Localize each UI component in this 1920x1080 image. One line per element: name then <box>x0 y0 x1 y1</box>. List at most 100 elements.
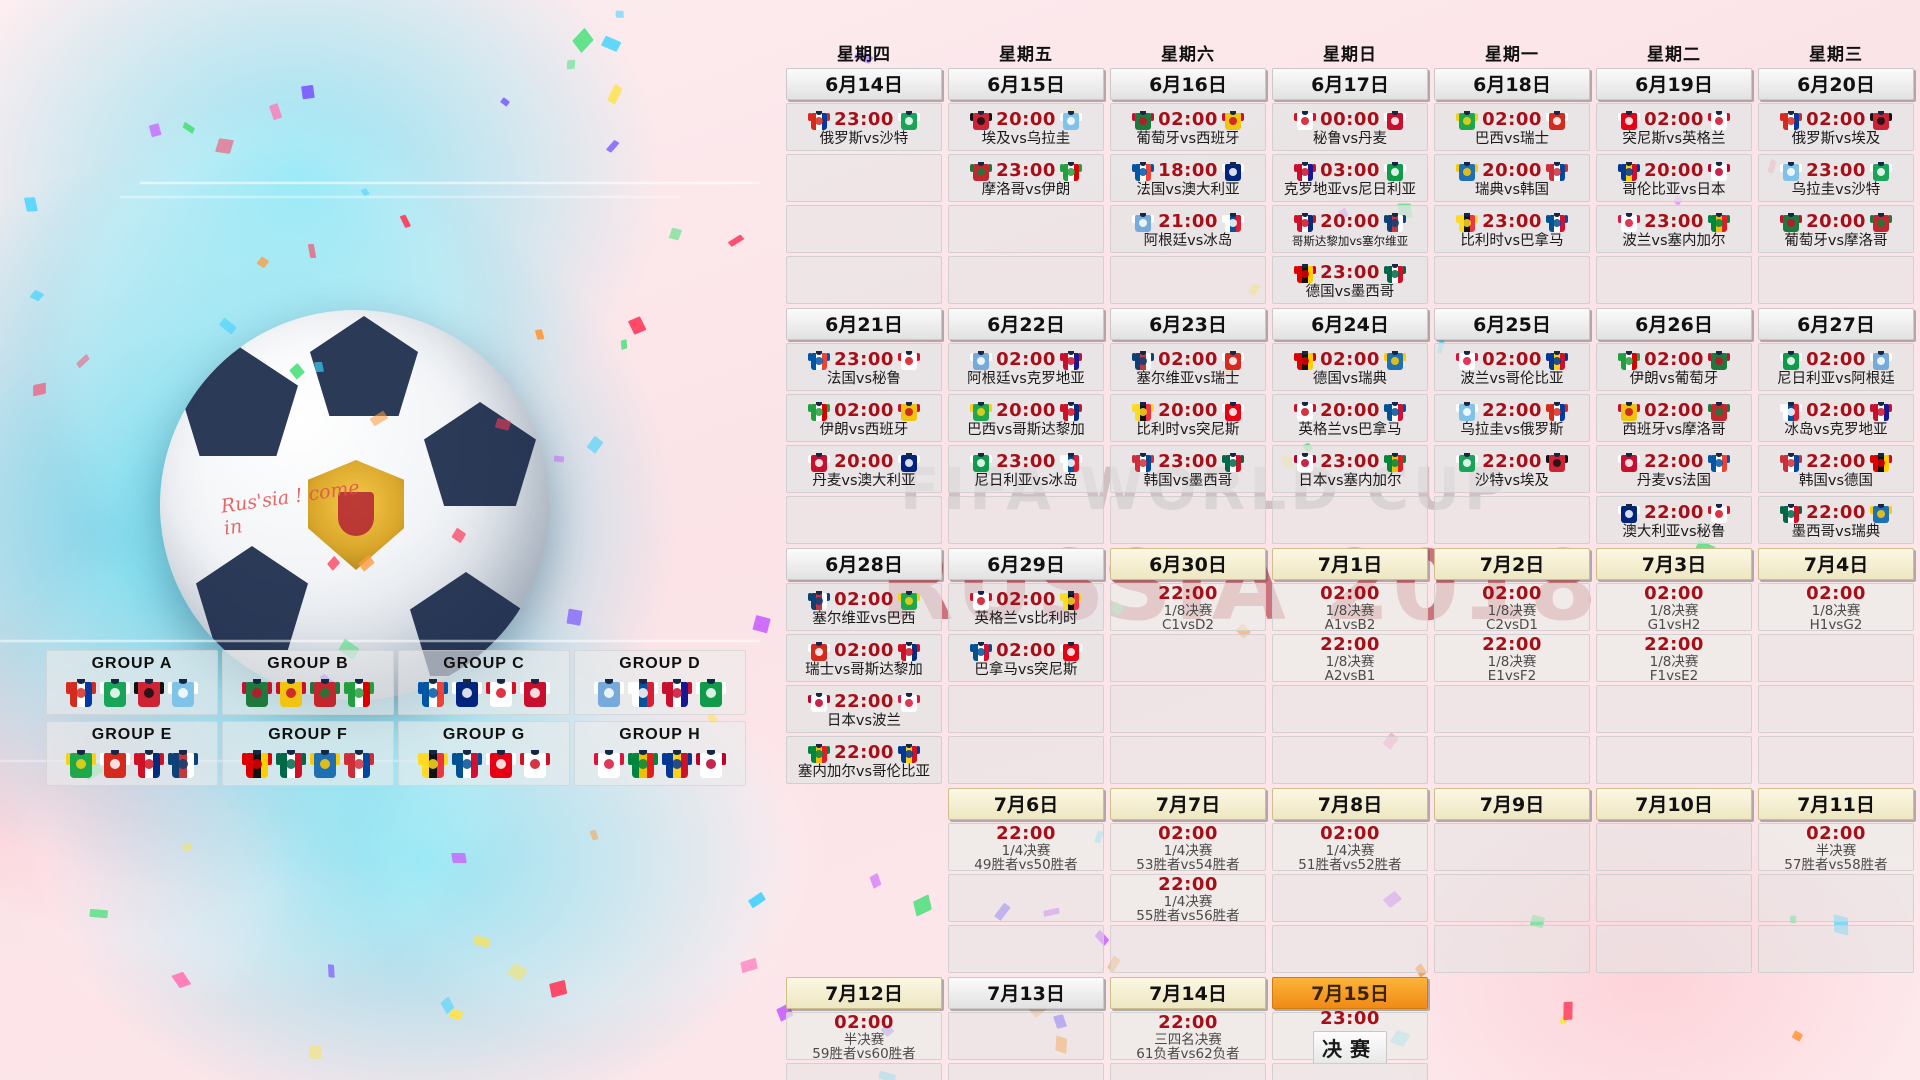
day-date-header[interactable]: 6月14日 <box>786 68 942 100</box>
knockout-match-slot[interactable]: 22:00 1/4决赛 49胜者vs50胜者 <box>948 823 1104 872</box>
calendar-day-cell[interactable]: 6月30日 22:00 1/8决赛 C1vsD2 <box>1110 548 1266 784</box>
calendar-day-cell[interactable]: 7月10日 <box>1596 788 1752 973</box>
group-match-slot[interactable]: 20:00 巴西vs哥斯达黎加 <box>948 394 1104 442</box>
group-match-slot[interactable]: 22:00 韩国vs德国 <box>1758 445 1914 493</box>
day-date-header[interactable]: 6月19日 <box>1596 68 1752 100</box>
day-date-header[interactable]: 6月29日 <box>948 548 1104 580</box>
day-date-header[interactable]: 6月28日 <box>786 548 942 580</box>
group-match-slot[interactable]: 22:00 澳大利亚vs秘鲁 <box>1596 496 1752 544</box>
day-date-header[interactable]: 6月27日 <box>1758 308 1914 340</box>
day-date-header[interactable]: 6月24日 <box>1272 308 1428 340</box>
group-match-slot[interactable]: 02:00 巴西vs瑞士 <box>1434 103 1590 151</box>
group-match-slot[interactable]: 20:00 比利时vs突尼斯 <box>1110 394 1266 442</box>
group-match-slot[interactable]: 22:00 乌拉圭vs俄罗斯 <box>1434 394 1590 442</box>
knockout-match-slot[interactable]: 02:00 1/4决赛 53胜者vs54胜者 <box>1110 823 1266 872</box>
calendar-day-cell[interactable]: 6月23日 02:00 塞尔维亚vs瑞士 20:00 比利时vs突尼斯 23:00 韩国vs… <box>1110 308 1266 544</box>
knockout-match-slot[interactable]: 02:00 半决赛 59胜者vs60胜者 <box>786 1012 942 1061</box>
knockout-match-slot[interactable]: 22:00 1/8决赛 A2vsB1 <box>1272 634 1428 683</box>
group-match-slot[interactable]: 00:00 秘鲁vs丹麦 <box>1272 103 1428 151</box>
group-match-slot[interactable]: 20:00 哥伦比亚vs日本 <box>1596 154 1752 202</box>
knockout-match-slot[interactable]: 22:00 1/8决赛 C1vsD2 <box>1110 583 1266 632</box>
calendar-day-cell[interactable]: 6月28日 02:00 塞尔维亚vs巴西 02:00 瑞士vs哥斯达黎加 22:00 日本v… <box>786 548 942 784</box>
calendar-day-cell[interactable]: 7月2日 02:00 1/8决赛 C2vsD1 22:00 1/8决赛 E1vsF2 <box>1434 548 1590 784</box>
group-match-slot[interactable]: 02:00 伊朗vs西班牙 <box>786 394 942 442</box>
group-match-slot[interactable]: 02:00 塞尔维亚vs瑞士 <box>1110 343 1266 391</box>
group-match-slot[interactable]: 02:00 葡萄牙vs西班牙 <box>1110 103 1266 151</box>
knockout-match-slot[interactable]: 02:00 半决赛 57胜者vs58胜者 <box>1758 823 1914 872</box>
group-match-slot[interactable]: 02:00 英格兰vs比利时 <box>948 583 1104 631</box>
day-date-header[interactable]: 7月11日 <box>1758 788 1914 820</box>
group-match-slot[interactable]: 22:00 墨西哥vs瑞典 <box>1758 496 1914 544</box>
day-date-header[interactable]: 6月26日 <box>1596 308 1752 340</box>
group-match-slot[interactable]: 02:00 德国vs瑞典 <box>1272 343 1428 391</box>
group-match-slot[interactable]: 23:00 摩洛哥vs伊朗 <box>948 154 1104 202</box>
group-box[interactable]: GROUP D <box>574 650 746 715</box>
day-date-header[interactable]: 7月8日 <box>1272 788 1428 820</box>
group-match-slot[interactable]: 22:00 丹麦vs法国 <box>1596 445 1752 493</box>
day-date-header[interactable]: 7月6日 <box>948 788 1104 820</box>
knockout-match-slot[interactable]: 22:00 1/4决赛 55胜者vs56胜者 <box>1110 874 1266 923</box>
group-match-slot[interactable]: 02:00 塞尔维亚vs巴西 <box>786 583 942 631</box>
group-match-slot[interactable]: 02:00 冰岛vs克罗地亚 <box>1758 394 1914 442</box>
day-date-header[interactable]: 6月20日 <box>1758 68 1914 100</box>
calendar-day-cell[interactable]: 7月9日 <box>1434 788 1590 973</box>
calendar-day-cell[interactable]: 6月26日 02:00 伊朗vs葡萄牙 02:00 西班牙vs摩洛哥 22:00 丹麦vs法… <box>1596 308 1752 544</box>
calendar-day-cell[interactable]: 7月12日 02:00 半决赛 59胜者vs60胜者 <box>786 977 942 1080</box>
group-box[interactable]: GROUP E <box>46 721 218 786</box>
calendar-day-cell[interactable]: 6月29日 02:00 英格兰vs比利时 02:00 巴拿马vs突尼斯 <box>948 548 1104 784</box>
calendar-day-cell[interactable]: 7月13日 <box>948 977 1104 1080</box>
calendar-day-cell[interactable]: 7月15日 23:00 决赛 <box>1272 977 1428 1080</box>
group-match-slot[interactable]: 23:00 乌拉圭vs沙特 <box>1758 154 1914 202</box>
group-match-slot[interactable]: 22:00 日本vs波兰 <box>786 685 942 733</box>
day-date-header[interactable]: 7月7日 <box>1110 788 1266 820</box>
day-date-header[interactable]: 6月30日 <box>1110 548 1266 580</box>
calendar-day-cell[interactable]: 6月18日 02:00 巴西vs瑞士 20:00 瑞典vs韩国 23:00 比利时vs巴拿马 <box>1434 68 1590 304</box>
day-date-header[interactable]: 6月17日 <box>1272 68 1428 100</box>
group-match-slot[interactable]: 18:00 法国vs澳大利亚 <box>1110 154 1266 202</box>
group-box[interactable]: GROUP F <box>222 721 394 786</box>
calendar-day-cell[interactable]: 7月14日 22:00 三四名决赛 61负者vs62负者 <box>1110 977 1266 1080</box>
calendar-day-cell[interactable]: 6月17日 00:00 秘鲁vs丹麦 03:00 克罗地亚vs尼日利亚 20:00 哥斯达黎… <box>1272 68 1428 304</box>
group-match-slot[interactable]: 23:00 德国vs墨西哥 <box>1272 256 1428 304</box>
group-box[interactable]: GROUP G <box>398 721 570 786</box>
knockout-match-slot[interactable]: 22:00 1/8决赛 F1vsE2 <box>1596 634 1752 683</box>
calendar-day-cell[interactable]: 7月11日 02:00 半决赛 57胜者vs58胜者 <box>1758 788 1914 973</box>
group-match-slot[interactable]: 02:00 尼日利亚vs阿根廷 <box>1758 343 1914 391</box>
calendar-day-cell[interactable]: 7月4日 02:00 1/8决赛 H1vsG2 <box>1758 548 1914 784</box>
day-date-header[interactable]: 7月9日 <box>1434 788 1590 820</box>
day-date-header[interactable]: 7月14日 <box>1110 977 1266 1009</box>
day-date-header[interactable]: 7月10日 <box>1596 788 1752 820</box>
group-match-slot[interactable]: 21:00 阿根廷vs冰岛 <box>1110 205 1266 253</box>
calendar-day-cell[interactable]: 7月3日 02:00 1/8决赛 G1vsH2 22:00 1/8决赛 F1vsE2 <box>1596 548 1752 784</box>
group-match-slot[interactable]: 02:00 伊朗vs葡萄牙 <box>1596 343 1752 391</box>
knockout-match-slot[interactable]: 02:00 1/8决赛 C2vsD1 <box>1434 583 1590 632</box>
knockout-match-slot[interactable]: 02:00 1/8决赛 G1vsH2 <box>1596 583 1752 632</box>
calendar-day-cell[interactable]: 6月16日 02:00 葡萄牙vs西班牙 18:00 法国vs澳大利亚 21:00 阿根廷v… <box>1110 68 1266 304</box>
group-match-slot[interactable]: 02:00 瑞士vs哥斯达黎加 <box>786 634 942 682</box>
day-date-header[interactable]: 6月21日 <box>786 308 942 340</box>
group-match-slot[interactable]: 23:00 法国vs秘鲁 <box>786 343 942 391</box>
group-match-slot[interactable]: 20:00 瑞典vs韩国 <box>1434 154 1590 202</box>
day-date-header[interactable]: 6月18日 <box>1434 68 1590 100</box>
group-match-slot[interactable]: 20:00 埃及vs乌拉圭 <box>948 103 1104 151</box>
calendar-day-cell[interactable]: 6月15日 20:00 埃及vs乌拉圭 23:00 摩洛哥vs伊朗 <box>948 68 1104 304</box>
group-match-slot[interactable]: 02:00 波兰vs哥伦比亚 <box>1434 343 1590 391</box>
group-match-slot[interactable]: 02:00 阿根廷vs克罗地亚 <box>948 343 1104 391</box>
day-date-header[interactable]: 7月3日 <box>1596 548 1752 580</box>
day-date-header[interactable]: 6月23日 <box>1110 308 1266 340</box>
day-date-header[interactable]: 6月25日 <box>1434 308 1590 340</box>
calendar-day-cell[interactable]: 7月1日 02:00 1/8决赛 A1vsB2 22:00 1/8决赛 A2vsB1 <box>1272 548 1428 784</box>
group-match-slot[interactable]: 23:00 波兰vs塞内加尔 <box>1596 205 1752 253</box>
group-match-slot[interactable]: 20:00 英格兰vs巴拿马 <box>1272 394 1428 442</box>
day-date-header[interactable]: 7月13日 <box>948 977 1104 1009</box>
calendar-day-cell[interactable]: 6月19日 02:00 突尼斯vs英格兰 20:00 哥伦比亚vs日本 23:00 波兰vs… <box>1596 68 1752 304</box>
group-match-slot[interactable]: 23:00 日本vs塞内加尔 <box>1272 445 1428 493</box>
calendar-day-cell[interactable]: 6月21日 23:00 法国vs秘鲁 02:00 伊朗vs西班牙 20:00 丹麦vs澳大利… <box>786 308 942 544</box>
calendar-day-cell[interactable]: 6月22日 02:00 阿根廷vs克罗地亚 20:00 巴西vs哥斯达黎加 23:00 尼日… <box>948 308 1104 544</box>
knockout-match-slot[interactable]: 02:00 1/8决赛 A1vsB2 <box>1272 583 1428 632</box>
calendar-day-cell[interactable]: 6月25日 02:00 波兰vs哥伦比亚 22:00 乌拉圭vs俄罗斯 22:00 沙特vs… <box>1434 308 1590 544</box>
calendar-day-cell[interactable]: 7月8日 02:00 1/4决赛 51胜者vs52胜者 <box>1272 788 1428 973</box>
group-match-slot[interactable]: 02:00 突尼斯vs英格兰 <box>1596 103 1752 151</box>
group-match-slot[interactable]: 23:00 尼日利亚vs冰岛 <box>948 445 1104 493</box>
final-match-slot[interactable]: 23:00 决赛 <box>1272 1008 1428 1064</box>
